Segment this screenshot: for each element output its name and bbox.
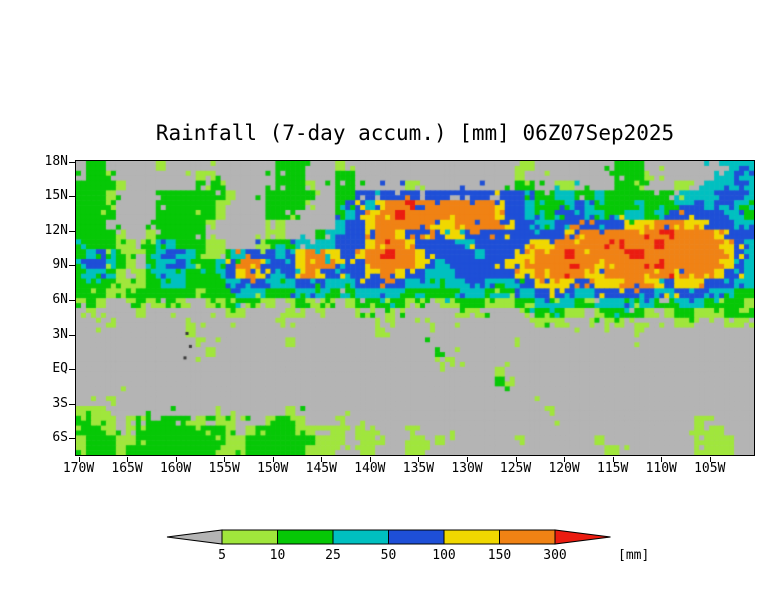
colorbar-segment [277,529,334,545]
x-tick-label: 115W [597,461,629,476]
x-tick-label: 150W [257,461,289,476]
colorbar-tick-label: 150 [487,548,512,563]
x-tick-label: 145W [305,461,337,476]
colorbar-tick-label: 100 [432,548,456,563]
colorbar-tick-label: 50 [380,548,397,563]
x-tick-label: 110W [645,461,677,476]
y-tick-label: 3S [52,395,68,411]
y-tick-mark [69,230,75,232]
rainfall-raster-canvas [76,161,754,455]
colorbar-right-arrow [554,529,611,545]
y-tick-label: 9N [52,257,68,273]
y-tick-mark [69,299,75,301]
y-tick-label: 6N [52,291,68,307]
colorbar-segment [443,529,500,545]
y-tick-label: 6S [52,430,68,446]
x-tick-mark [515,457,517,462]
x-tick-mark [127,457,129,462]
chart-title: Rainfall (7-day accum.) [mm] 06Z07Sep202… [155,121,675,145]
x-tick-mark [612,457,614,462]
x-tick-mark [272,457,274,462]
x-tick-label: 135W [402,461,435,476]
y-tick-mark [69,265,75,267]
y-tick-label: EQ [52,361,68,377]
x-tick-mark [224,457,226,462]
y-tick-mark [69,196,75,198]
x-tick-label: 125W [499,461,532,476]
x-tick-mark [661,457,663,462]
x-tick-mark [709,457,711,462]
colorbar-left-arrow [166,529,223,545]
x-tick-label: 120W [548,461,580,476]
x-tick-label: 130W [451,461,483,476]
y-tick-label: 12N [44,222,68,238]
x-tick-label: 105W [694,461,726,476]
y-tick-label: 15N [44,188,68,204]
y-tick-label: 3N [52,326,68,342]
x-tick-mark [78,457,80,462]
colorbar-segment [388,529,445,545]
y-tick-mark [69,161,75,163]
y-tick-mark [69,438,75,440]
x-tick-mark [466,457,468,462]
x-tick-mark [369,457,371,462]
x-tick-label: 140W [354,461,386,476]
colorbar-segment [332,529,389,545]
colorbar [166,529,611,545]
colorbar-tick-label: 10 [269,548,286,563]
x-tick-mark [321,457,323,462]
x-tick-mark [418,457,420,462]
x-tick-label: 160W [159,461,192,476]
x-tick-label: 155W [208,461,240,476]
colorbar-segment [221,529,278,545]
x-tick-mark [175,457,177,462]
map-plot-area [75,160,755,456]
y-tick-mark [69,403,75,405]
x-tick-label: 165W [111,461,143,476]
colorbar-tick-label: 5 [218,548,226,563]
x-tick-mark [564,457,566,462]
y-tick-label: 18N [44,153,68,169]
colorbar-units-label: [mm] [618,548,650,563]
colorbar-tick-label: 25 [325,548,341,563]
colorbar-segment [499,529,556,545]
x-tick-label: 170W [62,461,95,476]
colorbar-tick-label: 300 [543,548,567,563]
y-tick-mark [69,369,75,371]
y-tick-mark [69,334,75,336]
